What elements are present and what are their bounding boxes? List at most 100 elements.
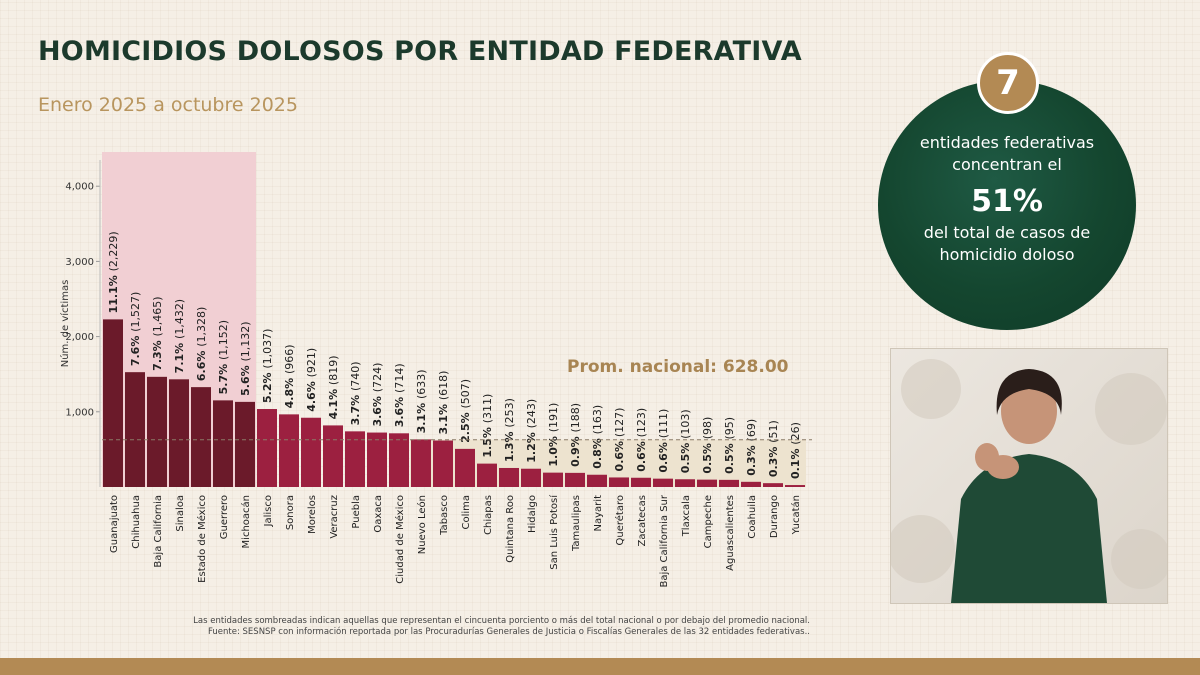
page-subtitle: Enero 2025 a octubre 2025: [38, 94, 298, 116]
bar-30: [763, 483, 783, 487]
bar-value-label: 0.5% (98): [701, 417, 714, 474]
sign-language-interpreter-video: [890, 348, 1168, 604]
category-label: Colima: [461, 495, 472, 530]
page-title: HOMICIDIOS DOLOSOS POR ENTIDAD FEDERATIV…: [38, 36, 802, 67]
category-label: Baja California Sur: [659, 494, 670, 587]
bar-count: (69): [745, 419, 758, 442]
bar-percent: 1.5%: [481, 423, 494, 457]
kpi-line1: entidades federativas concentran el: [919, 133, 1095, 174]
bar-5: [213, 400, 233, 487]
bar-18: [499, 467, 519, 487]
category-label: Nayarit: [593, 495, 604, 532]
bar-count: (724): [371, 363, 384, 393]
bar-17: [477, 463, 497, 487]
bar-count: (243): [525, 399, 538, 429]
kpi-count-badge: 7: [977, 52, 1039, 114]
bar-count: (26): [789, 422, 802, 445]
bar-value-label: 3.1% (633): [415, 369, 428, 433]
bar-percent: 0.6%: [613, 437, 626, 471]
bar-percent: 4.1%: [327, 385, 340, 419]
bar-13: [389, 433, 409, 487]
bar-percent: 0.3%: [745, 441, 758, 475]
bar-11: [345, 431, 365, 487]
bar-percent: 7.6%: [129, 332, 142, 366]
bar-12: [367, 432, 387, 487]
bar-10: [323, 425, 343, 487]
bar-19: [521, 468, 541, 487]
bar-15: [433, 440, 453, 487]
bar-percent: 3.1%: [415, 399, 428, 433]
bar-count: (123): [635, 408, 648, 438]
bar-value-label: 0.9% (188): [569, 403, 582, 467]
category-label: Tamaulipas: [571, 495, 582, 552]
y-tick-label: 2,000: [65, 332, 94, 343]
bar-percent: 5.7%: [217, 360, 230, 394]
bar-value-label: 5.7% (1,152): [217, 320, 230, 394]
bar-count: (95): [723, 417, 736, 440]
bar-6: [235, 401, 255, 487]
bar-percent: 5.2%: [261, 369, 274, 403]
bar-value-label: 1.3% (253): [503, 398, 516, 462]
category-label: Oaxaca: [373, 495, 384, 533]
kpi-circle: entidades federativas concentran el 51% …: [878, 80, 1136, 330]
bar-4: [191, 387, 211, 487]
category-label: Chihuahua: [131, 495, 142, 549]
bar-count: (507): [459, 379, 472, 409]
bar-count: (1,527): [129, 292, 142, 332]
category-label: Estado de México: [196, 495, 208, 583]
category-label: Tlaxcala: [681, 495, 692, 537]
bar-value-label: 5.2% (1,037): [261, 329, 274, 403]
bar-percent: 7.3%: [151, 336, 164, 370]
bar-count: (618): [437, 371, 450, 401]
average-label: Prom. nacional: 628.00: [567, 357, 789, 377]
bar-percent: 1.3%: [503, 428, 516, 462]
category-label: Puebla: [351, 495, 362, 529]
bar-value-label: 0.3% (51): [767, 420, 780, 477]
footnote-shading: Las entidades sombreadas indican aquella…: [193, 616, 810, 626]
bar-value-label: 0.5% (103): [679, 409, 692, 473]
category-label: Morelos: [307, 495, 318, 534]
y-axis-label: Núm. de víctimas: [59, 280, 71, 368]
bar-count: (1,465): [151, 296, 164, 336]
bar-percent: 0.3%: [767, 443, 780, 477]
bar-27: [697, 479, 717, 487]
bar-percent: 0.1%: [789, 445, 802, 479]
bar-percent: 0.6%: [657, 438, 670, 472]
bar-count: (1,037): [261, 329, 274, 369]
category-label: Sonora: [285, 495, 296, 530]
bar-8: [279, 414, 299, 487]
bar-21: [565, 472, 585, 487]
bar-count: (1,152): [217, 320, 230, 360]
bar-value-label: 11.1% (2,229): [107, 231, 120, 313]
category-label: Zacatecas: [637, 495, 648, 547]
category-label: Baja California: [153, 495, 164, 568]
bar-count: (311): [481, 394, 494, 424]
bar-count: (253): [503, 398, 516, 428]
category-label: Querétaro: [614, 495, 626, 545]
bar-value-label: 3.1% (618): [437, 371, 450, 435]
bar-value-label: 4.8% (966): [283, 344, 296, 408]
bar-value-label: 0.8% (163): [591, 405, 604, 469]
bar-14: [411, 439, 431, 487]
bar-percent: 0.5%: [679, 439, 692, 473]
category-label: Michoacán: [240, 495, 252, 548]
bar-percent: 4.8%: [283, 374, 296, 408]
bar-count: (966): [283, 344, 296, 374]
bar-count: (819): [327, 355, 340, 385]
bar-value-label: 0.6% (111): [657, 409, 670, 473]
category-label: Guerrero: [219, 495, 230, 539]
bar-value-label: 3.6% (724): [371, 363, 384, 427]
bar-value-label: 3.6% (714): [393, 363, 406, 427]
category-label: Nuevo León: [416, 495, 428, 554]
bar-value-label: 1.2% (243): [525, 399, 538, 463]
bar-percent: 3.1%: [437, 400, 450, 434]
footnote-source: Fuente: SESNSP con información reportada…: [207, 627, 810, 637]
bar-count: (191): [547, 403, 560, 433]
bar-26: [675, 479, 695, 487]
category-label: Hidalgo: [527, 495, 538, 533]
category-label: Durango: [769, 495, 780, 538]
bar-count: (1,432): [173, 299, 186, 339]
bar-23: [609, 477, 629, 487]
bar-count: (2,229): [107, 231, 120, 271]
bar-percent: 0.8%: [591, 434, 604, 468]
